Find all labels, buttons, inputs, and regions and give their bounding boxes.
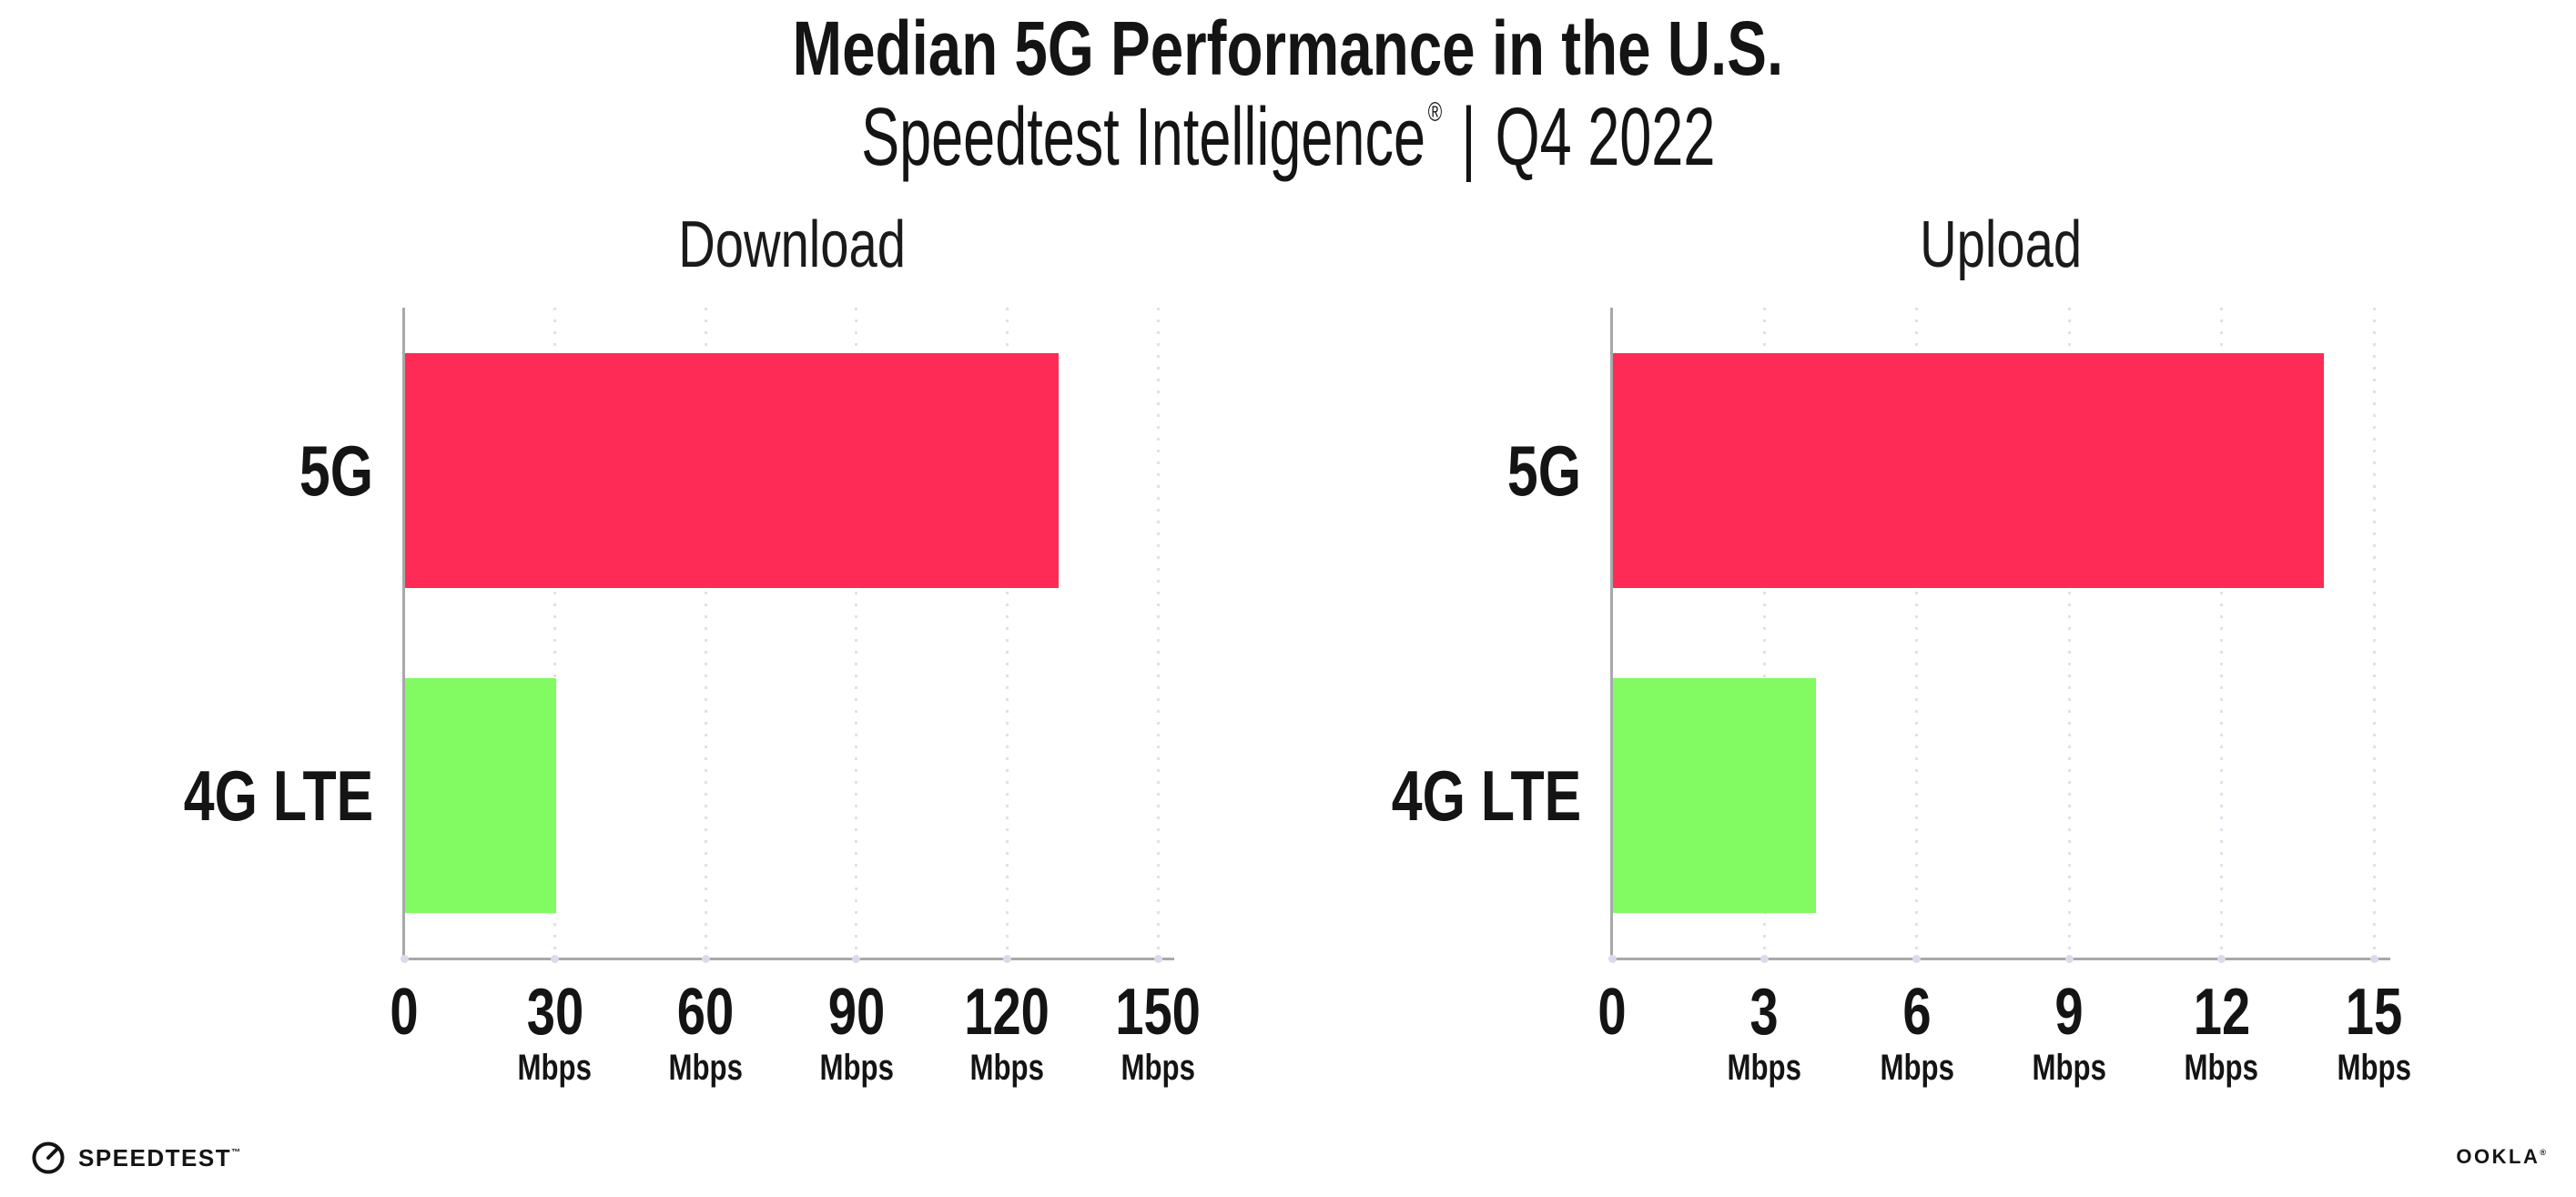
gridline (553, 308, 557, 959)
trademark-mark: ™ (231, 1147, 241, 1158)
chart-title-download: Download (678, 208, 906, 281)
tick-unit-label: Mbps (668, 1048, 743, 1088)
tick-unit-label: Mbps (819, 1048, 894, 1088)
tick-label: 12 (2193, 976, 2250, 1049)
gridline (2220, 308, 2224, 959)
x-axis-line (402, 958, 1174, 960)
gridline (1915, 308, 1919, 959)
subtitle-period: Q4 2022 (1495, 92, 1716, 183)
tick-label: 150 (1115, 976, 1201, 1049)
tick-unit-label: Mbps (517, 1048, 593, 1088)
category-label-4g-lte: 4G LTE (1391, 756, 1581, 837)
tick-label: 9 (2054, 976, 2084, 1049)
bar-4g-lte (405, 678, 556, 914)
bar-4g-lte (1613, 678, 1816, 914)
tick-dot (2064, 955, 2074, 963)
tick-dot (1607, 955, 1617, 963)
gridline (2372, 308, 2376, 959)
ookla-wordmark: OOKLA® (2456, 1145, 2546, 1168)
tick-unit-label: Mbps (2032, 1048, 2106, 1088)
gridline (704, 308, 707, 959)
tick-label: 60 (676, 976, 735, 1049)
speedtest-wordmark: SPEEDTEST™ (78, 1143, 241, 1172)
tick-unit-label: Mbps (2184, 1048, 2259, 1088)
chart-title-upload: Upload (1920, 208, 2082, 281)
gridline (1005, 308, 1009, 959)
tick-dot (1912, 955, 1922, 963)
tick-label: 90 (827, 976, 886, 1049)
gridline (2067, 308, 2071, 959)
category-label-5g: 5G (1506, 430, 1581, 511)
x-axis-line (1610, 958, 2390, 960)
y-axis-spine (402, 308, 405, 960)
tick-unit-label: Mbps (1121, 1048, 1195, 1088)
tick-dot (701, 955, 710, 963)
gridline (855, 308, 858, 959)
ookla-logo: OOKLA® (2456, 1145, 2546, 1169)
y-axis-spine (1610, 308, 1613, 960)
tick-label: 6 (1902, 976, 1932, 1049)
category-label-5g: 5G (299, 430, 373, 511)
bar-5g (1613, 352, 2324, 588)
tick-label: 120 (964, 976, 1050, 1049)
tick-dot (1002, 955, 1011, 963)
tick-dot (2217, 955, 2226, 963)
tick-label: 0 (1597, 976, 1627, 1049)
tick-dot (852, 955, 861, 963)
tick-dot (1153, 955, 1162, 963)
page-subtitle: Speedtest Intelligence® | Q4 2022 (0, 91, 2576, 186)
category-label-4g-lte: 4G LTE (183, 756, 373, 837)
tick-unit-label: Mbps (2337, 1048, 2411, 1088)
bar-5g (405, 352, 1059, 588)
gridline (1156, 308, 1160, 959)
subtitle-separator: | (1461, 92, 1476, 183)
tick-dot (2369, 955, 2378, 963)
page-title-text: Median 5G Performance in the U.S. (792, 5, 1784, 91)
tick-dot (551, 955, 560, 963)
tick-unit-label: Mbps (1727, 1048, 1802, 1088)
gridline (1762, 308, 1766, 959)
tick-dot (1760, 955, 1769, 963)
tick-dot (400, 955, 409, 963)
tick-unit-label: Mbps (969, 1048, 1045, 1088)
registered-mark: ® (2540, 1148, 2546, 1157)
tick-label: 30 (526, 976, 583, 1049)
page-title: Median 5G Performance in the U.S. (0, 5, 2576, 91)
speedtest-logo: SPEEDTEST™ (30, 1140, 240, 1176)
tick-label: 0 (390, 976, 419, 1049)
speedometer-gauge-icon (32, 1141, 65, 1174)
tick-label: 15 (2345, 976, 2403, 1049)
tick-label: 3 (1749, 976, 1780, 1049)
tick-unit-label: Mbps (1880, 1048, 1954, 1088)
registered-mark: ® (1427, 97, 1443, 127)
subtitle-brand: Speedtest Intelligence (860, 92, 1425, 183)
